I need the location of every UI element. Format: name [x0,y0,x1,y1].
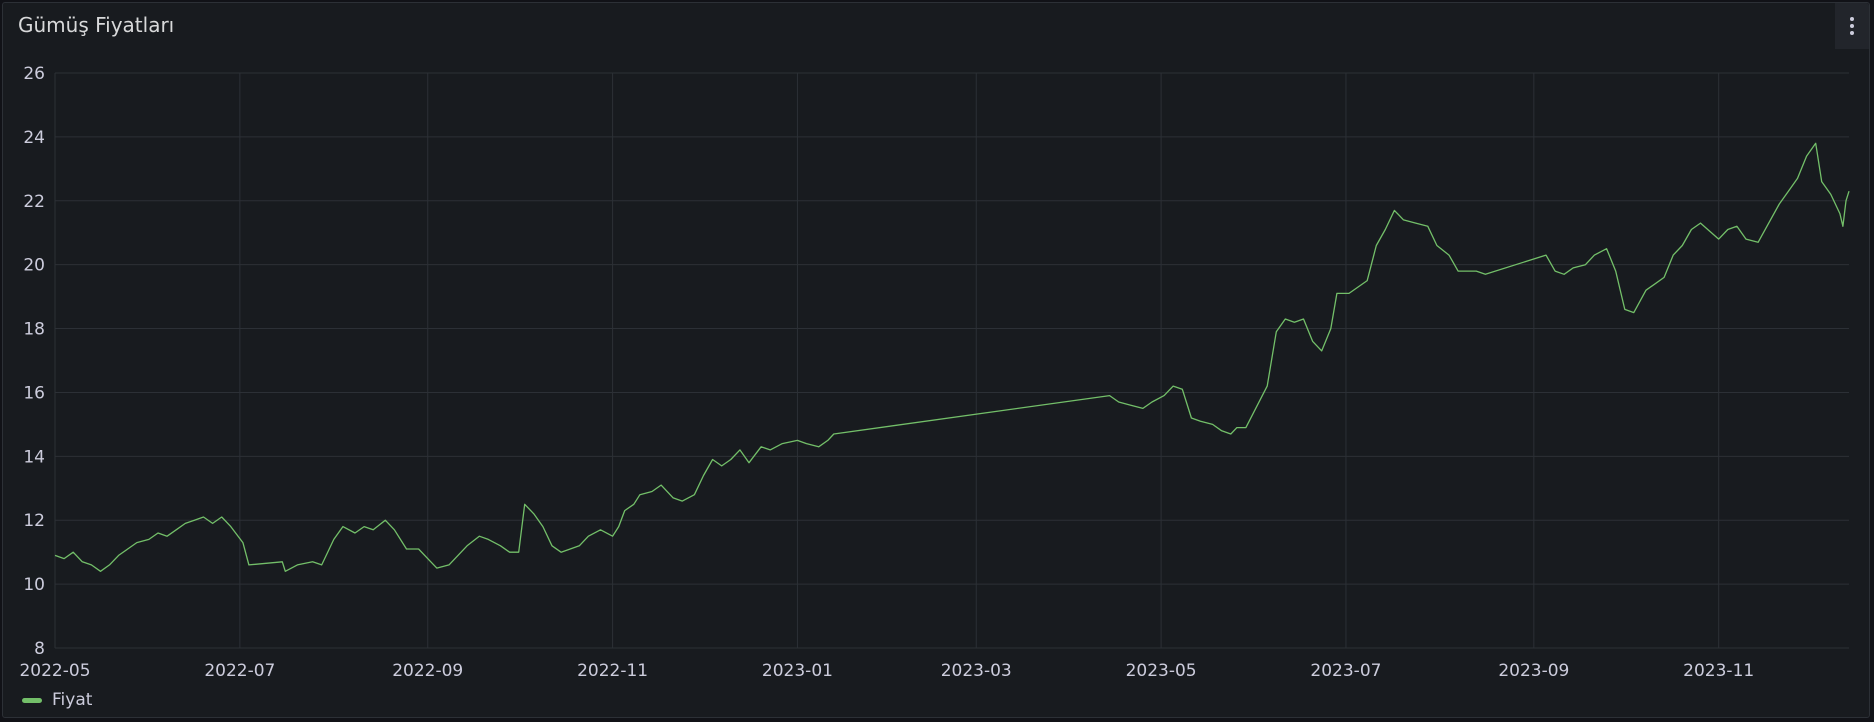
y-tick-label: 10 [23,575,45,595]
legend-item-fiyat[interactable]: Fiyat [22,690,92,710]
x-axis: 2022-05 2022-07 2022-09 2022-11 2023-01 2023-… [19,661,1754,681]
series-line-fiyat [54,142,1850,572]
x-tick-label: 2022-09 [392,661,463,681]
series-group [54,142,1850,572]
x-tick-label: 2023-05 [1126,661,1197,681]
y-tick-label: 26 [23,64,45,84]
y-tick-label: 24 [23,128,45,148]
y-tick-label: 22 [23,192,45,212]
x-tick-label: 2023-09 [1498,661,1569,681]
x-tick-label: 2023-03 [941,661,1012,681]
y-tick-label: 18 [23,320,45,340]
x-tick-label: 2023-11 [1683,661,1754,681]
y-tick-label: 20 [23,256,45,276]
panel-title: Gümüş Fiyatları [18,13,175,37]
y-tick-label: 8 [34,639,45,659]
x-tick-label: 2022-05 [19,661,90,681]
x-tick-label: 2023-07 [1310,661,1381,681]
chart-grid [54,72,1849,649]
y-tick-label: 14 [23,447,45,467]
x-tick-label: 2023-01 [762,661,833,681]
kebab-menu-icon[interactable] [1835,3,1869,49]
y-axis: 8 10 12 14 16 18 20 22 24 26 [23,64,45,659]
legend-label: Fiyat [52,690,93,710]
y-tick-label: 16 [23,383,45,403]
legend-swatch [22,697,42,703]
panel-header: Gümüş Fiyatları [3,3,1869,51]
y-tick-label: 12 [23,511,45,531]
x-tick-label: 2022-07 [204,661,275,681]
x-tick-label: 2022-11 [577,661,648,681]
